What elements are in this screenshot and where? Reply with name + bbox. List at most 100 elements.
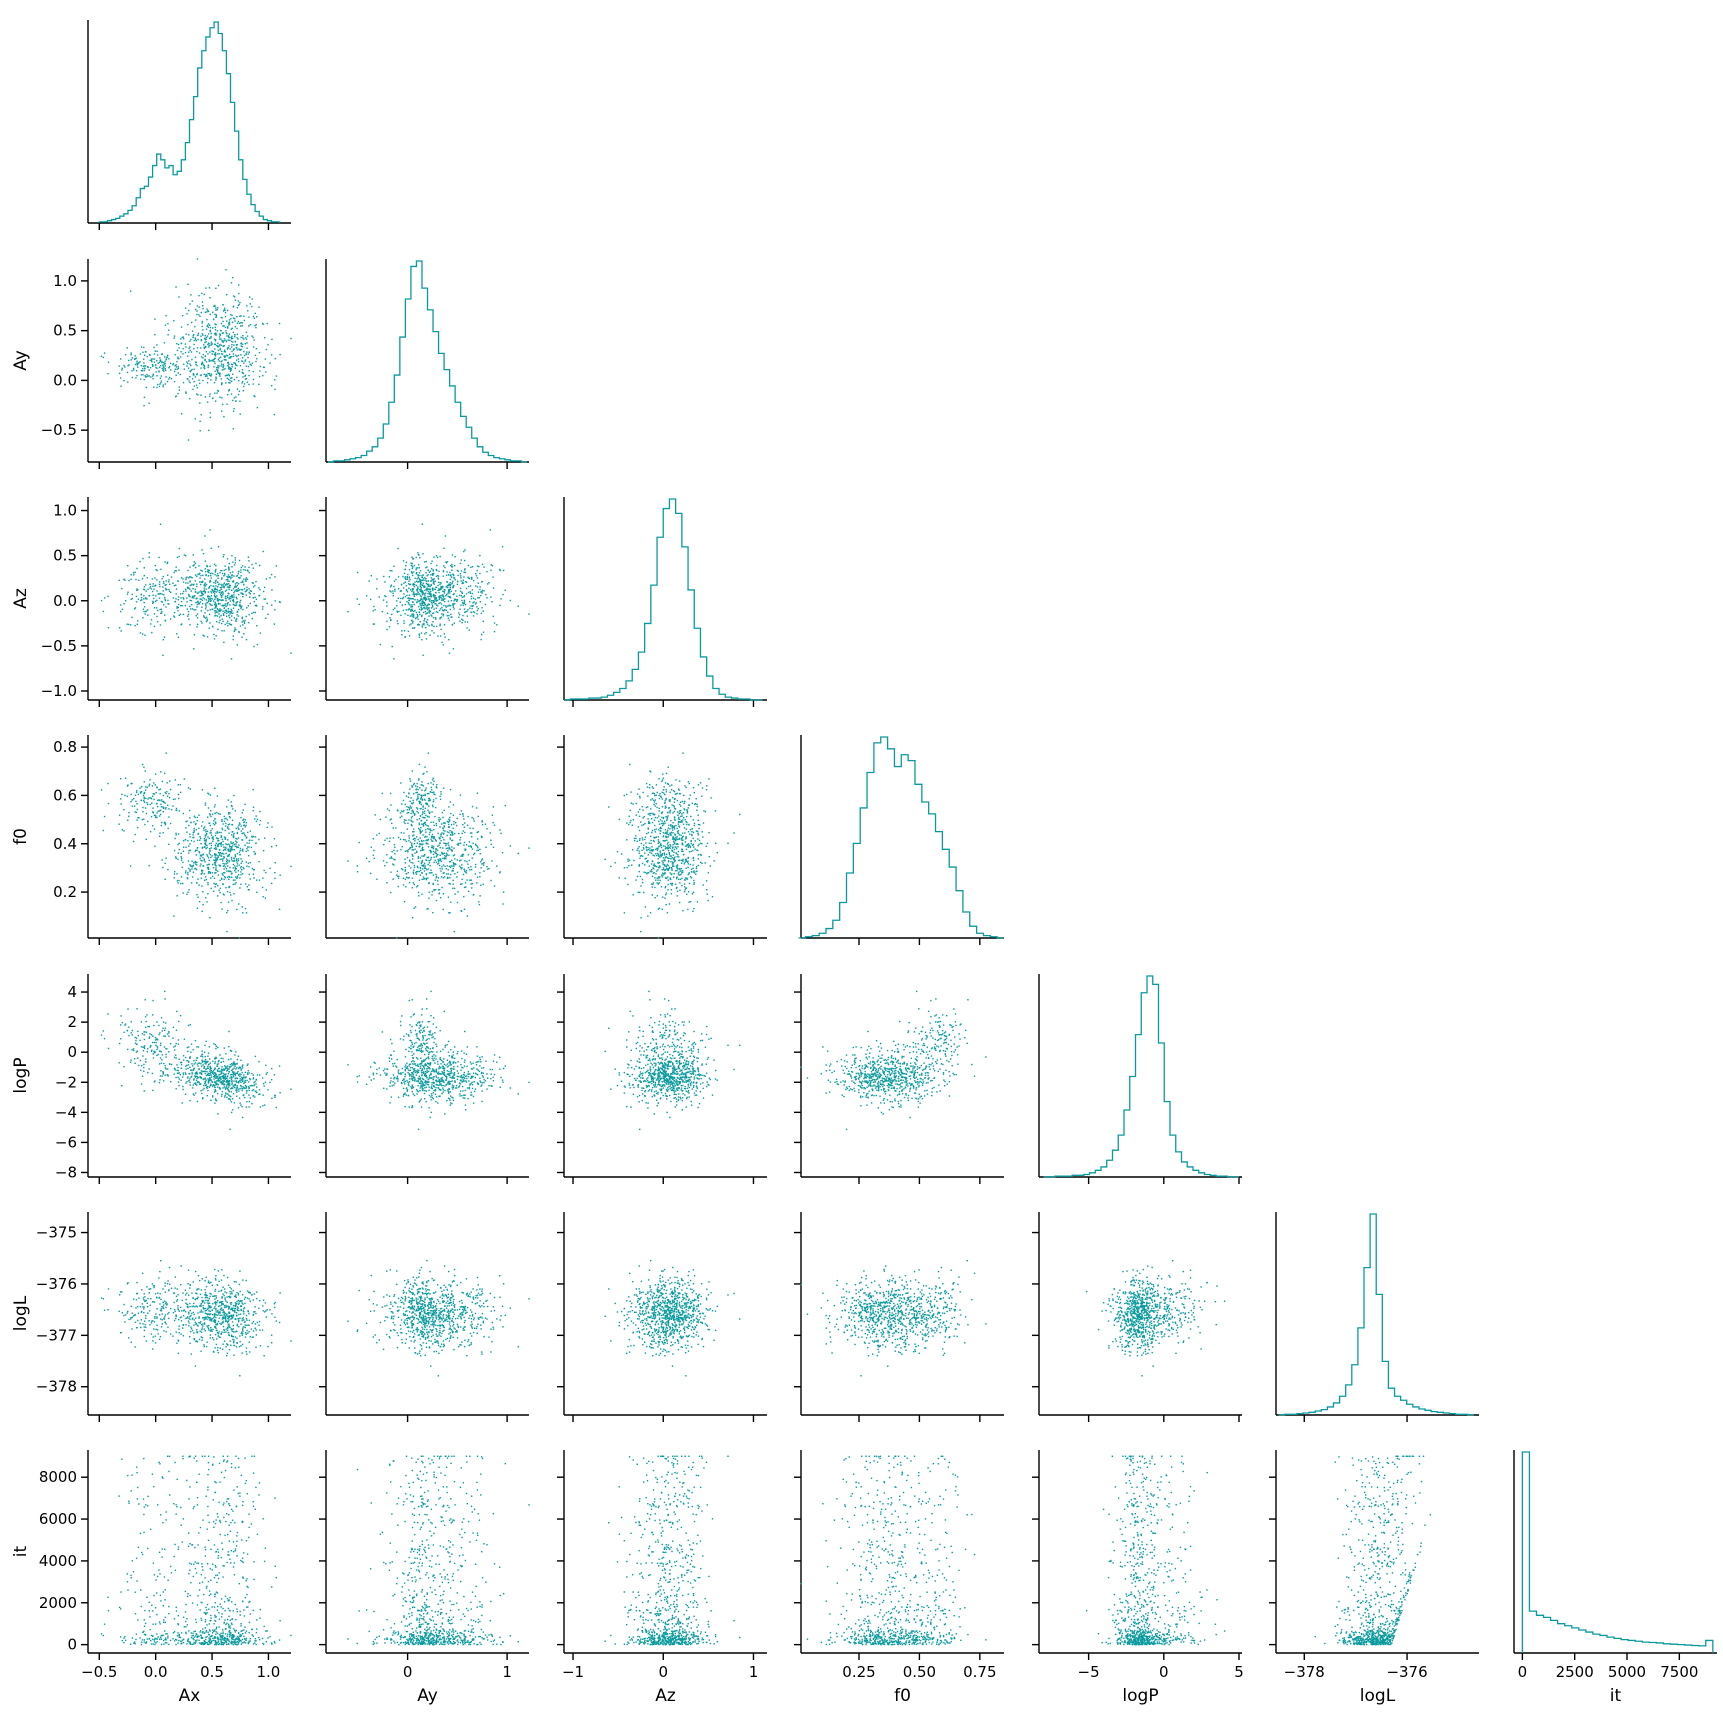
scatter-point (195, 319, 196, 320)
scatter-point (186, 577, 187, 578)
scatter-point (131, 617, 132, 618)
scatter-point (235, 367, 236, 368)
scatter-point (246, 347, 247, 348)
scatter-point (186, 365, 187, 366)
panel-Ax-Ax (88, 20, 291, 230)
scatter-point (228, 322, 229, 323)
scatter-point (145, 611, 146, 612)
scatter-point (218, 622, 219, 623)
scatter-point (232, 328, 233, 329)
y-tick-label: 0.5 (53, 322, 77, 340)
scatter-point (200, 584, 201, 585)
scatter-point (231, 596, 232, 597)
scatter-point (188, 611, 189, 612)
scatter-point (187, 587, 188, 588)
scatter-point (162, 369, 163, 370)
scatter-point (194, 385, 195, 386)
scatter-point (193, 648, 194, 649)
scatter-point (218, 610, 219, 611)
scatter-point (127, 593, 128, 594)
scatter-point (236, 347, 237, 348)
scatter-point (214, 348, 215, 349)
scatter-point (140, 378, 141, 379)
scatter-point (239, 391, 240, 392)
scatter-point (188, 367, 189, 368)
scatter-point (239, 302, 240, 303)
scatter-point (197, 617, 198, 618)
scatter-point (136, 596, 137, 597)
scatter-point (206, 620, 207, 621)
scatter-point (246, 339, 247, 340)
scatter-point (178, 366, 179, 367)
scatter-point (164, 361, 165, 362)
scatter-point (243, 633, 244, 634)
scatter-point (242, 361, 243, 362)
scatter-point (180, 356, 181, 357)
scatter-point (174, 335, 175, 336)
scatter-point (216, 595, 217, 596)
scatter-point (136, 601, 137, 602)
scatter-point (212, 397, 213, 398)
scatter-point (221, 570, 222, 571)
scatter-point (186, 361, 187, 362)
scatter-point (160, 378, 161, 379)
scatter-point (178, 604, 179, 605)
scatter-point (192, 588, 193, 589)
scatter-point (207, 570, 208, 571)
scatter-point (205, 312, 206, 313)
scatter-point (195, 418, 196, 419)
scatter-point (185, 352, 186, 353)
scatter-point (193, 335, 194, 336)
scatter-point (222, 618, 223, 619)
scatter-point (271, 354, 272, 355)
scatter-point (158, 557, 159, 558)
scatter-point (238, 615, 239, 616)
scatter-point (142, 578, 143, 579)
scatter-point (229, 563, 230, 564)
scatter-point (228, 374, 229, 375)
scatter-point (243, 362, 244, 363)
scatter-point (167, 356, 168, 357)
scatter-point (190, 608, 191, 609)
scatter-point (174, 371, 175, 372)
scatter-point (224, 573, 225, 574)
scatter-point (207, 310, 208, 311)
scatter-point (188, 351, 189, 352)
scatter-point (125, 354, 126, 355)
scatter-point (222, 367, 223, 368)
scatter-point (149, 360, 150, 361)
scatter-point (175, 584, 176, 585)
scatter-point (128, 624, 129, 625)
scatter-point (240, 582, 241, 583)
scatter-point (192, 596, 193, 597)
scatter-point (231, 337, 232, 338)
scatter-point (198, 333, 199, 334)
scatter-point (226, 589, 227, 590)
scatter-point (245, 579, 246, 580)
scatter-point (253, 567, 254, 568)
scatter-point (225, 340, 226, 341)
scatter-point (271, 589, 272, 590)
scatter-point (242, 594, 243, 595)
scatter-point (254, 597, 255, 598)
scatter-point (176, 607, 177, 608)
scatter-point (219, 572, 220, 573)
scatter-point (225, 316, 226, 317)
scatter-point (195, 337, 196, 338)
scatter-point (194, 326, 195, 327)
scatter-point (142, 558, 143, 559)
scatter-point (224, 338, 225, 339)
scatter-point (214, 612, 215, 613)
scatter-point (172, 583, 173, 584)
scatter-point (274, 414, 275, 415)
scatter-point (162, 353, 163, 354)
scatter-point (162, 593, 163, 594)
scatter-point (149, 375, 150, 376)
scatter-point (208, 359, 209, 360)
scatter-point (242, 357, 243, 358)
scatter-point (210, 333, 211, 334)
scatter-point (208, 591, 209, 592)
scatter-point (235, 557, 236, 558)
y-tick-label: 1.0 (53, 272, 77, 290)
scatter-point (137, 366, 138, 367)
